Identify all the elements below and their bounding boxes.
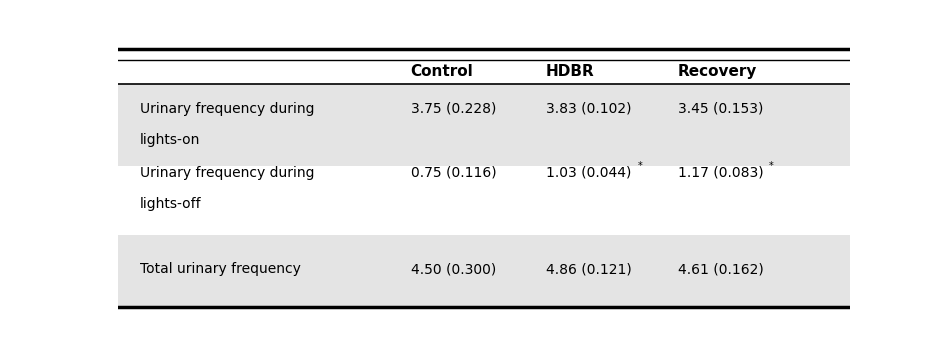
Text: *: * [637,161,642,171]
Bar [118,235,850,307]
Text: 1.03 (0.044): 1.03 (0.044) [546,166,632,180]
Text: Urinary frequency during: Urinary frequency during [140,102,314,116]
Text: 1.17 (0.083): 1.17 (0.083) [678,166,764,180]
Text: lights-on: lights-on [140,133,200,147]
Text: *: * [769,161,774,171]
Bar [118,84,850,166]
Text: 3.75 (0.228): 3.75 (0.228) [411,102,496,116]
Text: Control: Control [411,64,473,79]
Text: 0.75 (0.116): 0.75 (0.116) [411,166,497,180]
Text: 4.61 (0.162): 4.61 (0.162) [678,262,764,276]
Text: Urinary frequency during: Urinary frequency during [140,166,314,180]
Text: HDBR: HDBR [546,64,595,79]
Text: lights-off: lights-off [140,197,202,211]
Text: 3.83 (0.102): 3.83 (0.102) [546,102,632,116]
Bar [118,166,850,235]
Text: 4.86 (0.121): 4.86 (0.121) [546,262,632,276]
Text: 3.45 (0.153): 3.45 (0.153) [678,102,763,116]
Text: Total urinary frequency: Total urinary frequency [140,262,301,276]
Text: 4.50 (0.300): 4.50 (0.300) [411,262,496,276]
Text: Recovery: Recovery [678,64,757,79]
